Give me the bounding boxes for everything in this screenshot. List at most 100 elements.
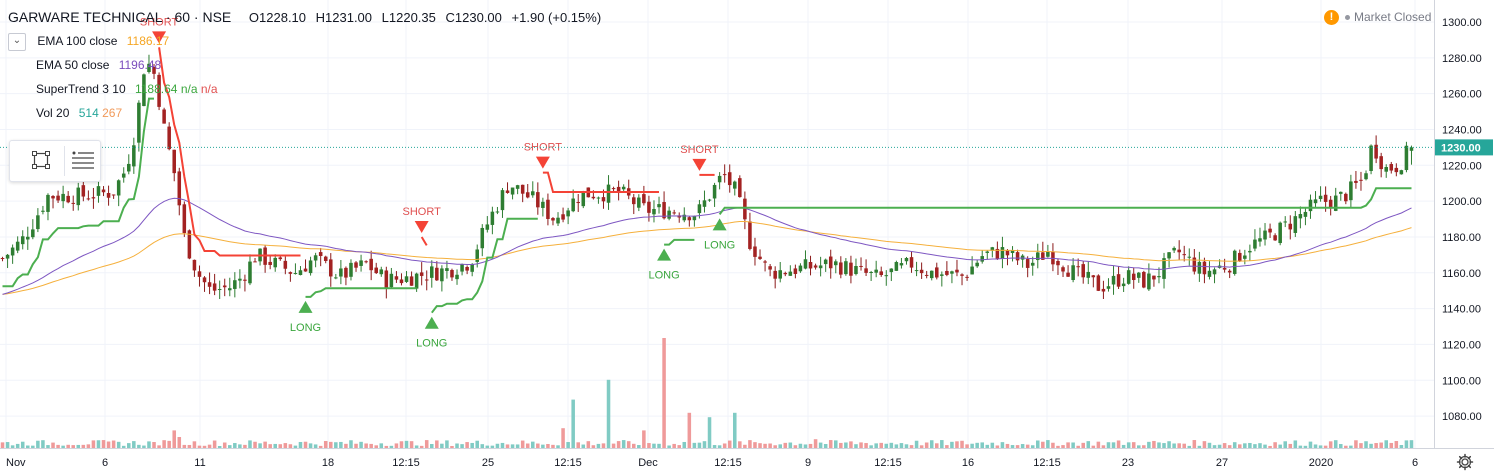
status-dot-icon [1345, 15, 1350, 21]
volume-bar [202, 445, 207, 448]
volume-bar [1379, 442, 1383, 448]
volume-bar [783, 442, 788, 448]
candle-body [1051, 251, 1055, 265]
volume-bar [374, 445, 378, 448]
candle-body [238, 278, 242, 281]
volume-bar [283, 443, 288, 448]
candle-body [147, 63, 151, 73]
candle-body [591, 196, 596, 199]
volume-bar [369, 443, 373, 448]
volume-bar [167, 440, 171, 448]
price-tick-label: 1200.00 [1442, 196, 1482, 208]
candle-body [1308, 199, 1313, 212]
volume-bar [435, 440, 439, 448]
candle-body [1333, 195, 1338, 211]
volume-bar [485, 445, 490, 448]
volume-bar [1187, 445, 1192, 448]
warning-icon[interactable]: ! [1324, 10, 1339, 26]
time-tick-label: 6 [102, 457, 108, 469]
collapse-legend-icon[interactable]: ⌄ [8, 32, 26, 51]
candle-body [788, 271, 793, 276]
volume-bar [293, 445, 298, 448]
candle-body [313, 255, 318, 261]
volume-bar [980, 442, 984, 448]
candle-body [758, 256, 762, 259]
candle-body [36, 215, 40, 230]
time-tick-label: 12:15 [714, 457, 742, 469]
menu-lines-icon[interactable] [72, 151, 94, 169]
indicator-value: 1186.17 [126, 34, 170, 48]
candle-body [869, 271, 873, 273]
indicator-volume[interactable]: Vol 20 514 267 [36, 104, 122, 122]
candle-body [470, 264, 474, 272]
volume-bar [308, 443, 313, 448]
volume-bar [586, 441, 591, 448]
candle-body [20, 236, 25, 245]
candle-body [137, 102, 141, 143]
time-tick-label: 12:15 [1033, 457, 1061, 469]
volume-bar [470, 442, 474, 448]
candle-body [712, 184, 717, 199]
settings-gear-icon[interactable] [1456, 453, 1474, 471]
candle-body [889, 268, 894, 273]
candle-body [1091, 275, 1096, 278]
candle-body [1404, 145, 1409, 171]
candle-body [202, 277, 207, 283]
supertrend-up-line [305, 287, 417, 298]
candle-body [753, 246, 757, 257]
candle-body [505, 190, 510, 193]
volume-bar [5, 442, 10, 448]
symbol-title[interactable]: GARWARE TECHNICAL · 60 · NSE [8, 9, 232, 25]
volume-bar [1238, 444, 1242, 448]
volume-bar [1086, 441, 1091, 448]
volume-bar [132, 441, 136, 448]
candle-body [394, 276, 399, 280]
volume-bar [440, 443, 444, 448]
candle-body [1243, 255, 1247, 259]
volume-bar [359, 441, 363, 448]
volume-bar [172, 430, 176, 448]
candle-body [419, 272, 424, 276]
volume-bar [611, 443, 616, 448]
candle-body [1364, 173, 1368, 180]
volume-bar [854, 444, 858, 448]
volume-bar [455, 443, 459, 448]
select-rectangle-icon[interactable] [32, 151, 50, 169]
volume-bar [556, 445, 560, 448]
candle-body [935, 267, 939, 278]
short-signal-label: SHORT [403, 206, 442, 218]
market-status[interactable]: ! Market Closed [1324, 10, 1431, 26]
price-tick-label: 1100.00 [1442, 375, 1481, 387]
indicator-ema100[interactable]: ⌄ EMA 100 close 1186.17 [8, 32, 170, 51]
candle-body [172, 149, 176, 174]
volume-bar [1101, 445, 1106, 448]
candle-body [66, 195, 70, 203]
candle-body [167, 126, 171, 150]
indicator-value: 267 [102, 106, 123, 120]
candle-body [1066, 272, 1070, 277]
candle-body [783, 272, 788, 275]
indicator-supertrend[interactable]: SuperTrend 3 10 1188.64 n/a n/a [36, 80, 218, 98]
volume-bar [1359, 443, 1363, 448]
candle-body [576, 202, 580, 204]
candle-body [1172, 247, 1176, 251]
candle-body [339, 268, 343, 277]
volume-bar [1121, 444, 1126, 448]
candle-body [707, 199, 712, 201]
ema100-line [2, 221, 1412, 295]
candle-body [687, 217, 692, 221]
candle-body [1354, 180, 1358, 183]
candle-body [91, 197, 96, 199]
candle-body [1263, 230, 1267, 240]
candle-body [748, 221, 752, 249]
indicator-ema50[interactable]: EMA 50 close 1196.48 [36, 56, 161, 74]
volume-bar [323, 440, 328, 448]
volume-bar [788, 442, 793, 448]
volume-bar [1142, 445, 1146, 448]
candle-body [1384, 167, 1388, 172]
candle-body [495, 211, 500, 213]
candle-body [1359, 179, 1363, 181]
candle-body [490, 211, 495, 225]
volume-bar [1202, 441, 1207, 448]
